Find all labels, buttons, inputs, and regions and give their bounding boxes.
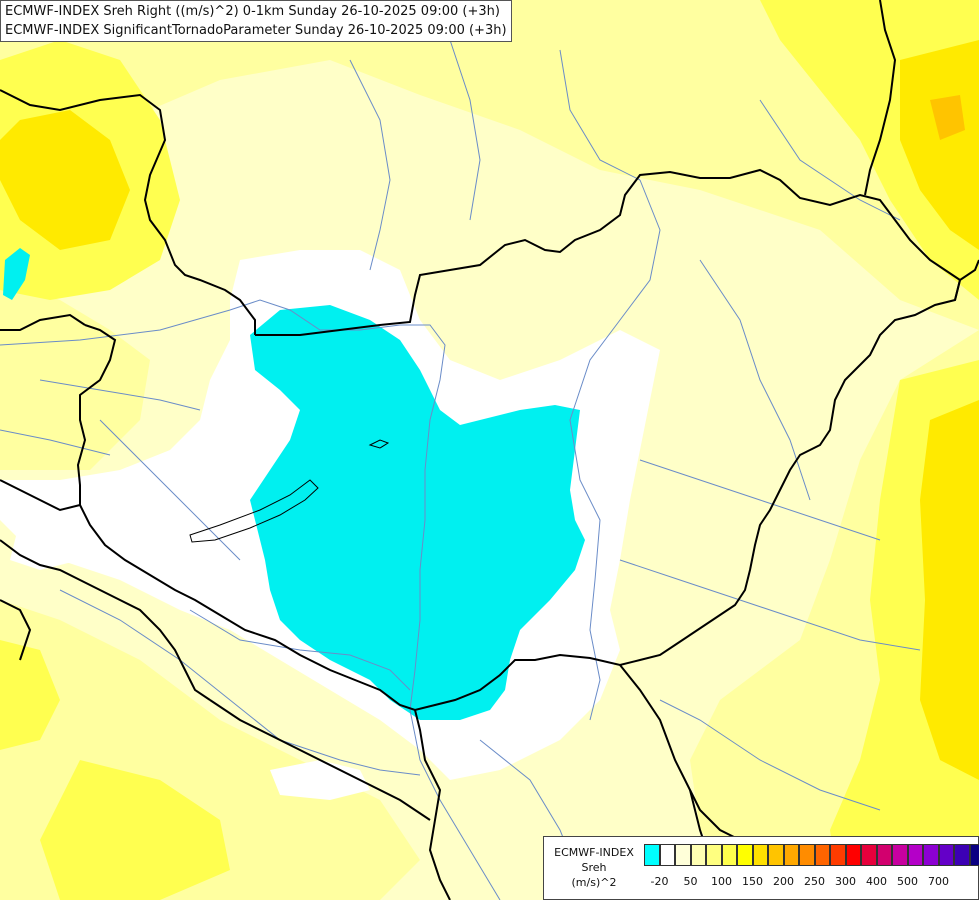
map-title-box: ECMWF-INDEX Sreh Right ((m/s)^2) 0-1km S… bbox=[0, 0, 512, 42]
lake-small bbox=[368, 439, 390, 449]
legend-swatch bbox=[737, 844, 753, 866]
legend-swatch bbox=[799, 844, 815, 866]
river-east-3 bbox=[619, 559, 921, 651]
river-drava bbox=[189, 609, 411, 691]
field-orange-northeast bbox=[930, 95, 965, 140]
legend-swatch bbox=[690, 844, 706, 866]
legend-swatch bbox=[721, 844, 737, 866]
legend-source: ECMWF-INDEX bbox=[554, 846, 634, 859]
legend-tick-label: 500 bbox=[897, 875, 918, 888]
legend-swatch bbox=[907, 844, 923, 866]
river-sava bbox=[59, 589, 421, 776]
legend-tick-label: 50 bbox=[683, 875, 698, 888]
lake-balaton bbox=[189, 479, 319, 543]
legend-swatches bbox=[644, 844, 979, 866]
legend-swatch bbox=[923, 844, 939, 866]
legend-tick-label: 100 bbox=[711, 875, 732, 888]
river-east-2 bbox=[639, 459, 881, 541]
legend-swatch bbox=[783, 844, 799, 866]
river-north-3 bbox=[559, 49, 641, 181]
river-east-4 bbox=[659, 699, 881, 811]
border-south bbox=[209, 699, 431, 821]
river-west-1 bbox=[39, 379, 201, 411]
border-romania-east bbox=[954, 259, 979, 301]
field-strong-northeast bbox=[900, 40, 979, 250]
river-north-2 bbox=[449, 39, 481, 221]
legend-swatch bbox=[830, 844, 846, 866]
river-tisza bbox=[569, 179, 661, 721]
field-light-north bbox=[0, 0, 979, 330]
field-white-southwest bbox=[10, 520, 80, 570]
river-north-1 bbox=[349, 59, 391, 271]
field-mid-southwest-left bbox=[0, 640, 60, 750]
border-hungary bbox=[76, 168, 962, 712]
border-west bbox=[0, 479, 81, 512]
legend-ticks: -20 50 100 150 200 250 300 400 500 700 bbox=[644, 875, 974, 891]
river-mur bbox=[99, 419, 241, 561]
legend-swatch bbox=[954, 844, 970, 866]
legend-tick-label: 400 bbox=[866, 875, 887, 888]
legend-swatch bbox=[752, 844, 768, 866]
field-light-west bbox=[0, 280, 150, 470]
field-white-south bbox=[270, 760, 370, 800]
border-serbia bbox=[414, 709, 451, 900]
border-ukraine-romania bbox=[864, 0, 897, 196]
border-croatia bbox=[0, 539, 211, 701]
border-slovenia bbox=[0, 599, 32, 661]
legend-tick-label: 200 bbox=[773, 875, 794, 888]
legend-swatch bbox=[706, 844, 722, 866]
title-line-2: ECMWF-INDEX SignificantTornadoParameter … bbox=[5, 23, 507, 38]
legend-swatch bbox=[969, 844, 979, 866]
legend-tick-label: -20 bbox=[650, 875, 669, 888]
legend-tick-label: 700 bbox=[928, 875, 949, 888]
title-line-1: ECMWF-INDEX Sreh Right ((m/s)^2) 0-1km S… bbox=[5, 4, 500, 19]
border-slovakia-czech bbox=[0, 89, 256, 335]
legend-swatch bbox=[938, 844, 954, 866]
legend-unit: (m/s)^2 bbox=[571, 876, 617, 889]
river-west-2 bbox=[0, 429, 111, 456]
field-strong-northwest bbox=[0, 110, 130, 250]
legend-swatch bbox=[861, 844, 877, 866]
legend-parameter: Sreh bbox=[581, 861, 607, 874]
rivers bbox=[0, 39, 921, 900]
legend-tick-label: 250 bbox=[804, 875, 825, 888]
field-mid-south bbox=[40, 760, 230, 900]
border-austria bbox=[0, 313, 86, 331]
legend-swatch bbox=[675, 844, 691, 866]
legend-label: ECMWF-INDEX Sreh (m/s)^2 bbox=[546, 845, 642, 890]
river-danube bbox=[0, 299, 501, 900]
legend-swatch bbox=[876, 844, 892, 866]
legend-swatch bbox=[659, 844, 675, 866]
legend-swatch bbox=[644, 844, 660, 866]
field-cyan-main bbox=[250, 305, 585, 720]
legend-swatch bbox=[845, 844, 861, 866]
river-northeast bbox=[759, 99, 901, 221]
legend-swatch bbox=[814, 844, 830, 866]
field-cyan-small bbox=[3, 248, 30, 300]
legend-swatch bbox=[892, 844, 908, 866]
color-legend: ECMWF-INDEX Sreh (m/s)^2 -20 50 100 150 200 2… bbox=[543, 836, 979, 900]
legend-tick-label: 150 bbox=[742, 875, 763, 888]
field-strong-east bbox=[920, 400, 979, 780]
legend-swatch bbox=[768, 844, 784, 866]
legend-tick-label: 300 bbox=[835, 875, 856, 888]
